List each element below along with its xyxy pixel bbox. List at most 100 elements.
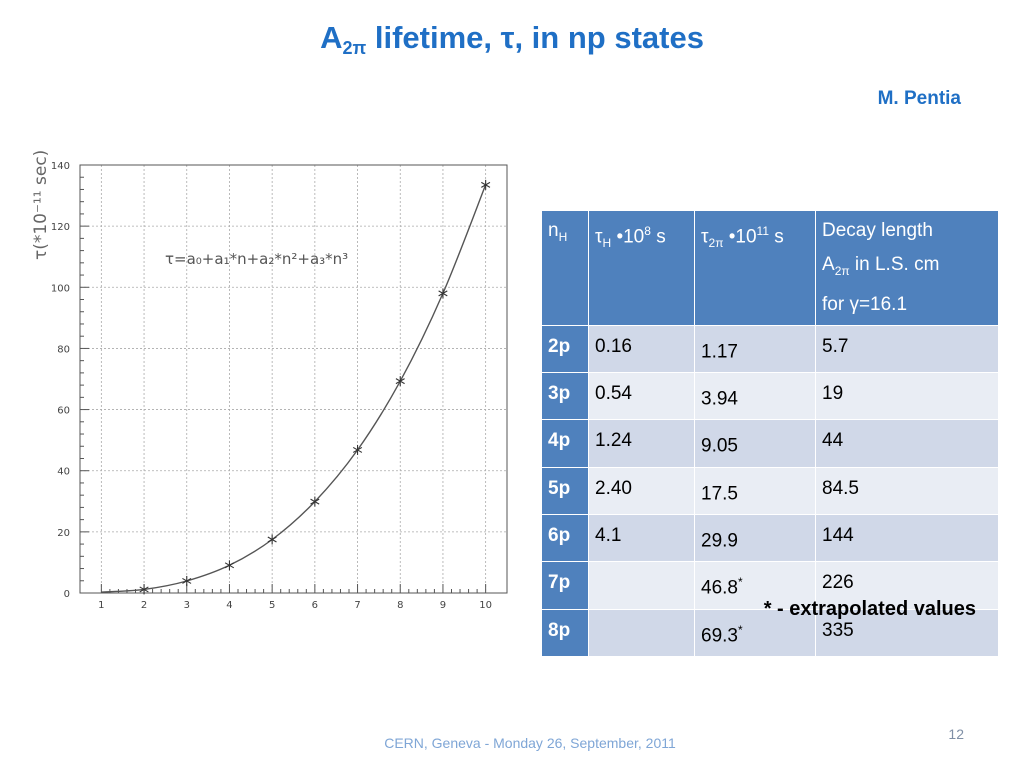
header-tau-h: τH •108 s bbox=[588, 210, 695, 326]
title-prefix: A bbox=[320, 20, 343, 55]
y-tick-label: 100 bbox=[51, 283, 70, 294]
state-cell: 5p bbox=[541, 466, 589, 516]
lifetime-chart: 0 20 40 60 80 100 120 140 1 2 3 4 5 6 7 8 9 10 τ(*10⁻¹¹ … bbox=[31, 150, 508, 611]
header-tau-2pi-factor: •10 bbox=[723, 226, 757, 248]
data-point-marker bbox=[224, 560, 235, 571]
plot-frame bbox=[79, 164, 508, 594]
title-subscript: 2π bbox=[342, 38, 367, 58]
header-n: nH bbox=[541, 210, 589, 326]
decay-length-cell: 144 bbox=[815, 514, 999, 563]
header-decay-length: Decay length A2π in L.S. cm for γ=16.1 bbox=[815, 210, 999, 326]
tau-h-cell bbox=[588, 608, 695, 658]
tau-2pi-cell: 69.3* bbox=[694, 608, 816, 658]
header-decay-line3: for γ=16.1 bbox=[822, 293, 908, 315]
header-tau-h-exp: 8 bbox=[644, 224, 651, 238]
fit-curve bbox=[101, 184, 487, 593]
extrapolated-mark: * bbox=[737, 622, 743, 637]
state-cell: 3p bbox=[541, 372, 589, 421]
data-point-marker bbox=[438, 288, 448, 299]
header-tau-h-unit: s bbox=[650, 226, 666, 248]
y-axis-label: τ(*10⁻¹¹ sec) bbox=[31, 150, 51, 260]
author-name: M. Pentia bbox=[877, 88, 961, 109]
x-tick-label: 8 bbox=[397, 600, 403, 611]
x-tick-label: 9 bbox=[440, 600, 446, 611]
tau-h-cell: 1.24 bbox=[588, 419, 695, 468]
header-decay-line2-a: A bbox=[822, 254, 835, 275]
tau-2pi-cell: 17.5 bbox=[694, 466, 816, 516]
table-row: 2p 0.16 1.17 5.7 bbox=[541, 324, 999, 374]
x-tick-label: 4 bbox=[226, 600, 232, 611]
table-header-row: nH τH •108 s τ2π •1011 s Decay length A2π… bbox=[541, 210, 999, 326]
table-row: 3p 0.54 3.94 19 bbox=[541, 372, 999, 421]
state-cell: 2p bbox=[541, 324, 589, 374]
header-tau-2pi-symbol: τ bbox=[701, 226, 709, 248]
tau-2pi-value: 1.17 bbox=[701, 341, 738, 363]
table-row: 6p 4.1 29.9 144 bbox=[541, 514, 999, 563]
y-tick-label: 140 bbox=[51, 161, 70, 172]
y-tick-label: 40 bbox=[57, 467, 70, 478]
tau-2pi-value: 46.8 bbox=[701, 577, 738, 599]
data-markers bbox=[139, 179, 491, 595]
tau-2pi-value: 3.94 bbox=[701, 388, 738, 410]
tau-h-cell: 0.16 bbox=[588, 324, 695, 374]
data-point-marker bbox=[310, 496, 320, 507]
data-point-marker bbox=[182, 575, 192, 586]
y-tick-label: 120 bbox=[51, 222, 70, 233]
tau-2pi-value: 29.9 bbox=[701, 530, 738, 552]
tau-2pi-value: 17.5 bbox=[701, 483, 738, 505]
header-decay-line2-sub: 2π bbox=[834, 263, 850, 278]
header-tau-h-sub: H bbox=[602, 236, 612, 251]
state-cell: 6p bbox=[541, 514, 589, 563]
decay-length-cell: 84.5 bbox=[815, 466, 999, 516]
header-decay-line2-b: in L.S. cm bbox=[849, 254, 940, 275]
header-n-sub: H bbox=[558, 229, 568, 244]
tau-2pi-cell: 1.17 bbox=[694, 324, 816, 374]
table-row: 4p 1.24 9.05 44 bbox=[541, 419, 999, 468]
decay-length-cell: 44 bbox=[815, 419, 999, 468]
header-tau-h-symbol: τ bbox=[595, 226, 603, 248]
x-tick-label: 7 bbox=[354, 600, 360, 611]
y-tick-label: 80 bbox=[57, 344, 70, 355]
tau-h-cell bbox=[588, 561, 695, 610]
tau-2pi-value: 69.3 bbox=[701, 625, 738, 647]
header-tau-2pi-sub: 2π bbox=[708, 236, 724, 251]
x-tick-label: 10 bbox=[479, 600, 492, 611]
tau-h-cell: 4.1 bbox=[588, 514, 695, 563]
x-tick-labels: 1 2 3 4 5 6 7 8 9 10 bbox=[98, 600, 492, 611]
decay-length-cell: 5.7 bbox=[815, 324, 999, 374]
tau-2pi-cell: 46.8* bbox=[694, 561, 816, 610]
slide-title: A2π lifetime, τ, in np states bbox=[0, 20, 1024, 59]
x-tick-label: 5 bbox=[269, 600, 275, 611]
header-decay-line1: Decay length bbox=[822, 220, 933, 241]
decay-length-cell: 19 bbox=[815, 372, 999, 421]
tau-2pi-value: 9.05 bbox=[701, 435, 738, 457]
y-tick-label: 60 bbox=[57, 406, 70, 417]
tau-h-cell: 0.54 bbox=[588, 372, 695, 421]
y-tick-label: 20 bbox=[57, 528, 70, 539]
lifetime-table: nH τH •108 s τ2π •1011 s Decay length A2π… bbox=[541, 210, 999, 658]
state-cell: 8p bbox=[541, 608, 589, 658]
x-tick-label: 3 bbox=[184, 600, 190, 611]
title-suffix: lifetime, τ, in np states bbox=[366, 20, 704, 55]
tau-2pi-cell: 3.94 bbox=[694, 372, 816, 421]
header-tau-2pi-unit: s bbox=[769, 226, 784, 248]
header-tau-h-factor: •10 bbox=[611, 226, 645, 248]
chart-grid bbox=[80, 164, 507, 594]
data-point-marker bbox=[267, 534, 277, 545]
state-cell: 4p bbox=[541, 419, 589, 468]
header-n-main: n bbox=[548, 220, 559, 241]
data-point-marker bbox=[352, 444, 363, 455]
header-tau-2pi-exp: 11 bbox=[756, 224, 770, 238]
fit-formula: τ=a₀+a₁*n+a₂*n²+a₃*n³ bbox=[165, 250, 348, 268]
tau-h-cell: 2.40 bbox=[588, 466, 695, 516]
decay-length-cell: 226 bbox=[815, 561, 999, 610]
y-tick-labels: 0 20 40 60 80 100 120 140 bbox=[51, 161, 70, 600]
page-number: 12 bbox=[948, 726, 964, 742]
extrapolated-note: * - extrapolated values bbox=[763, 598, 976, 620]
table-row: 7p 46.8* 226 bbox=[541, 561, 999, 610]
table-row: 8p 69.3* 335 bbox=[541, 608, 999, 658]
x-tick-label: 1 bbox=[98, 600, 104, 611]
y-tick-label: 0 bbox=[64, 589, 70, 600]
tau-2pi-cell: 9.05 bbox=[694, 419, 816, 468]
axis-ticks bbox=[80, 164, 487, 594]
